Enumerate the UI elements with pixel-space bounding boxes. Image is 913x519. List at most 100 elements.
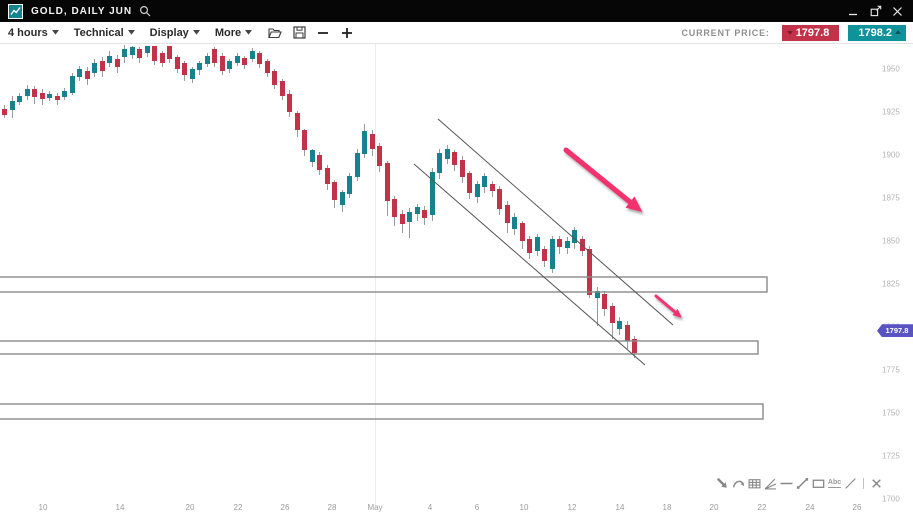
horizontal-line-tool-icon[interactable]	[780, 476, 793, 490]
candle-body	[249, 50, 255, 59]
candle-body	[444, 148, 450, 159]
zoom-in-icon[interactable]	[339, 25, 355, 41]
candle-body	[594, 291, 600, 299]
candle-body	[9, 100, 15, 110]
display-dropdown[interactable]: Display	[150, 27, 200, 39]
candle-body	[324, 168, 330, 185]
candle-body	[609, 306, 615, 323]
candle-body	[152, 45, 157, 61]
drawing-toolbar: Abc	[716, 476, 883, 490]
trend-line-tool-icon[interactable]	[796, 476, 809, 490]
candle-body	[482, 176, 487, 188]
ask-price-badge: 1798.2	[848, 24, 906, 41]
curved-arrow-tool-icon[interactable]	[732, 476, 745, 490]
candle-body	[17, 95, 22, 102]
candle-body	[264, 60, 270, 73]
candle-body	[542, 249, 547, 262]
x-axis-label: 10	[519, 503, 529, 512]
x-axis-label: 10	[38, 503, 48, 512]
y-axis-label: 1850	[882, 236, 900, 246]
chart-toolbar: 4 hours Technical Display More	[0, 22, 913, 44]
price-zone-rectangle[interactable]	[0, 403, 764, 420]
candle-body	[62, 90, 67, 97]
bid-price-value: 1797.8	[795, 26, 830, 39]
candle-body	[54, 95, 60, 100]
candle-body	[317, 155, 322, 171]
x-axis-label: 14	[615, 503, 625, 512]
price-zone-rectangle[interactable]	[0, 276, 768, 293]
candle-body	[182, 62, 187, 76]
chevron-down-icon	[192, 30, 200, 35]
candle-body	[429, 172, 435, 216]
price-zone-rectangle[interactable]	[0, 340, 759, 355]
candle-body	[617, 321, 622, 330]
trend-angle-tool-icon[interactable]	[764, 476, 777, 490]
text-tool-icon[interactable]: Abc	[827, 476, 842, 490]
candle-body	[519, 223, 525, 241]
remove-tool-icon[interactable]	[870, 476, 883, 490]
current-price-tag: 1797.8	[877, 324, 913, 338]
candle-body	[512, 217, 517, 230]
x-axis-label: 6	[474, 503, 480, 512]
price-up-arrow-icon	[895, 29, 901, 34]
technical-dropdown[interactable]: Technical	[74, 27, 135, 39]
chart-annotations	[0, 118, 768, 420]
candle-body	[527, 239, 532, 253]
chevron-down-icon	[245, 30, 253, 35]
restore-icon[interactable]	[869, 5, 882, 18]
search-icon[interactable]	[139, 5, 152, 18]
zoom-out-icon[interactable]	[315, 25, 331, 41]
grid-tool-icon[interactable]	[748, 476, 761, 490]
text-tool-label: Abc	[827, 479, 842, 488]
candle-body	[347, 176, 352, 195]
candle-body	[47, 93, 52, 98]
x-axis-label: 28	[327, 503, 337, 512]
candle-wick	[409, 208, 410, 239]
y-axis-label: 1900	[882, 150, 900, 160]
candle-body	[624, 324, 630, 341]
down-arrow-annotation[interactable]	[654, 294, 682, 318]
candle-body	[159, 52, 165, 63]
chart-title: GOLD, DAILY JUN	[31, 5, 133, 17]
down-arrow-annotation[interactable]	[563, 147, 643, 213]
candle-body	[92, 62, 97, 73]
candle-body	[219, 55, 225, 71]
more-dropdown[interactable]: More	[215, 27, 253, 39]
candle-body	[279, 80, 285, 96]
close-icon[interactable]	[891, 5, 904, 18]
candle-body	[137, 48, 142, 58]
candle-body	[204, 55, 210, 64]
candle-body	[452, 152, 457, 165]
candle-body	[489, 184, 495, 192]
bid-price-badge: 1797.8	[781, 24, 840, 41]
candle-body	[399, 214, 405, 225]
candle-body	[144, 45, 150, 53]
candle-body	[474, 184, 480, 198]
trendline[interactable]	[413, 163, 646, 366]
rectangle-tool-icon[interactable]	[812, 476, 825, 490]
open-folder-icon[interactable]	[267, 25, 283, 41]
candle-body	[332, 182, 337, 201]
candle-body	[84, 70, 90, 79]
current-price-label: CURRENT PRICE:	[681, 27, 770, 38]
pointer-tool-icon[interactable]	[716, 476, 729, 490]
candle-body	[414, 207, 420, 215]
candle-body	[189, 68, 195, 79]
candle-body	[167, 45, 172, 59]
y-axis-label: 1950	[882, 64, 900, 74]
minimize-icon[interactable]	[847, 5, 860, 18]
candle-body	[294, 112, 300, 131]
timeframe-dropdown[interactable]: 4 hours	[8, 27, 59, 39]
window-controls	[847, 5, 904, 18]
save-icon[interactable]	[291, 25, 307, 41]
timeframe-label: 4 hours	[8, 26, 48, 39]
month-gridline	[375, 44, 376, 506]
candle-body	[257, 52, 262, 64]
candle-body	[2, 108, 7, 115]
candle-body	[437, 153, 442, 174]
chart-area[interactable]: 1950192519001875185018251800177517501725…	[0, 44, 913, 519]
x-axis-label: 18	[662, 503, 672, 512]
trendline[interactable]	[437, 118, 674, 326]
technical-label: Technical	[73, 26, 124, 39]
ray-tool-icon[interactable]	[844, 476, 857, 490]
